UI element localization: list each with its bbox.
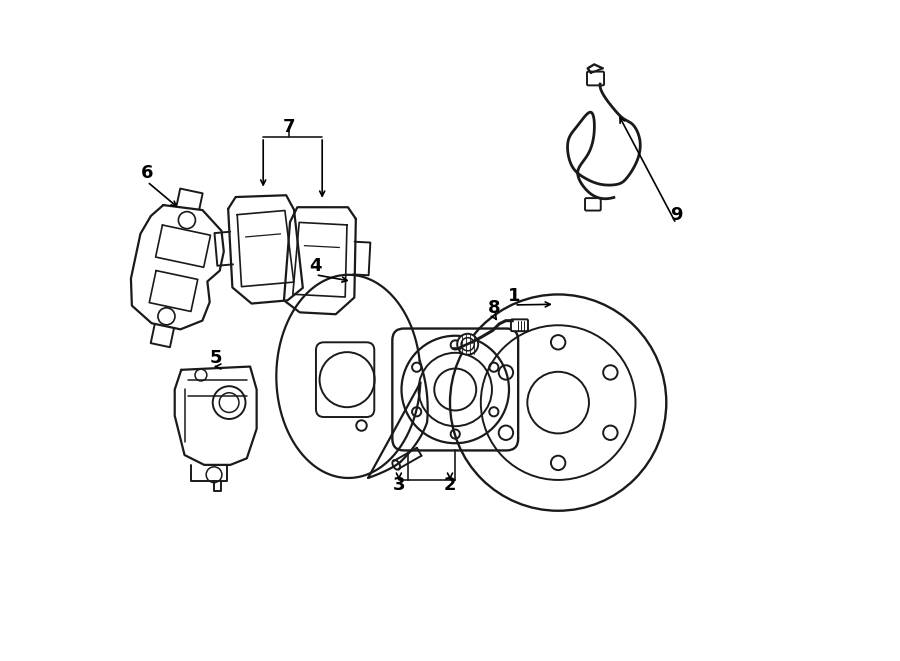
Text: 2: 2 bbox=[444, 475, 456, 494]
Text: 4: 4 bbox=[310, 257, 322, 275]
Text: 8: 8 bbox=[489, 299, 501, 317]
Text: 7: 7 bbox=[284, 118, 296, 136]
FancyBboxPatch shape bbox=[587, 71, 604, 85]
FancyBboxPatch shape bbox=[585, 198, 601, 211]
Text: 6: 6 bbox=[141, 164, 153, 182]
FancyBboxPatch shape bbox=[511, 319, 528, 331]
Text: 3: 3 bbox=[392, 475, 405, 494]
Circle shape bbox=[457, 334, 478, 355]
Text: 1: 1 bbox=[508, 288, 520, 305]
Text: 5: 5 bbox=[210, 349, 222, 367]
Text: 9: 9 bbox=[670, 206, 682, 224]
